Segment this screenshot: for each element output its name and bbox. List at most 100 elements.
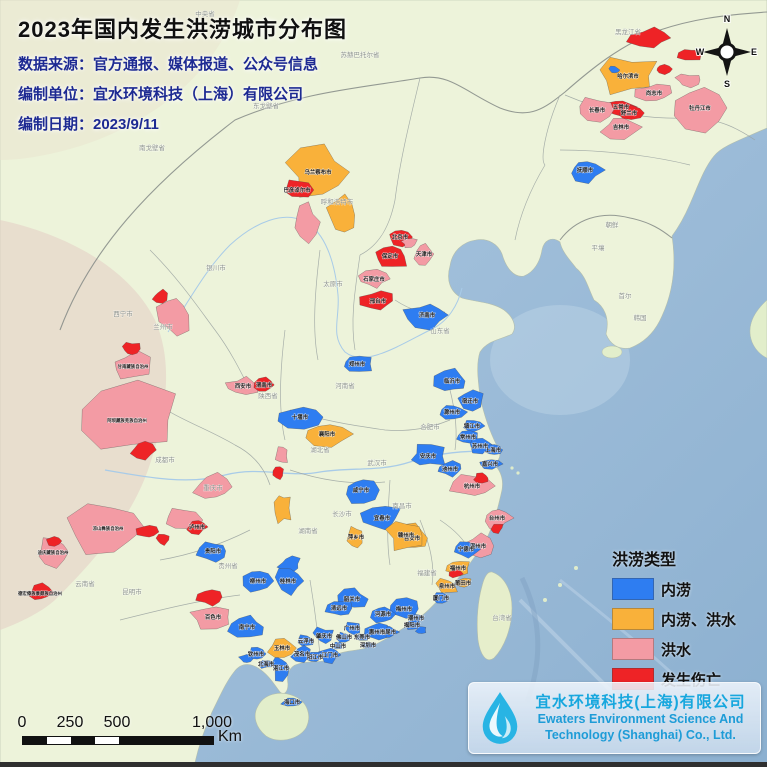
city-region-临沂市[interactable] bbox=[433, 367, 466, 391]
city-region-揭阳市[interactable] bbox=[406, 619, 420, 630]
city-region-保定市[interactable] bbox=[375, 245, 408, 267]
city-region-济南市[interactable] bbox=[402, 303, 449, 331]
city-region-柳州市[interactable] bbox=[242, 571, 275, 593]
city-region-赣州市[interactable] bbox=[384, 521, 423, 552]
city-region[interactable] bbox=[473, 472, 489, 484]
city-region-襄阳市[interactable] bbox=[305, 424, 355, 448]
city-region[interactable] bbox=[135, 525, 160, 538]
city-region-南宁市[interactable] bbox=[227, 614, 264, 638]
city-region-德宏傣族景颇族自治州[interactable] bbox=[28, 582, 55, 600]
city-region-邢台市[interactable] bbox=[359, 290, 393, 311]
city-label: 襄阳市 bbox=[318, 430, 336, 438]
city-region-泉州市[interactable] bbox=[435, 577, 458, 593]
city-region-肇庆市[interactable] bbox=[312, 626, 334, 644]
city-region-深圳市[interactable] bbox=[361, 641, 377, 649]
city-region[interactable] bbox=[273, 495, 292, 525]
city-region[interactable] bbox=[608, 65, 621, 74]
basemap-label: 太原市 bbox=[323, 279, 343, 288]
hainan-island bbox=[254, 693, 309, 741]
city-region-北海市[interactable] bbox=[258, 660, 273, 669]
city-region[interactable] bbox=[121, 341, 141, 356]
city-region-西安市[interactable] bbox=[224, 375, 259, 395]
city-region-湛江市[interactable] bbox=[271, 656, 290, 682]
scale-tick: 250 bbox=[56, 714, 84, 731]
city-region-上海市[interactable] bbox=[484, 444, 504, 455]
city-region-清远市[interactable] bbox=[324, 600, 353, 616]
city-region[interactable] bbox=[237, 654, 254, 663]
city-region-池州市[interactable] bbox=[437, 460, 462, 478]
city-region-十堰市[interactable] bbox=[277, 406, 324, 430]
city-label: 北京市 bbox=[392, 233, 409, 241]
city-region[interactable] bbox=[676, 49, 702, 61]
city-region-镇江市[interactable] bbox=[463, 420, 486, 433]
jeju-island bbox=[601, 345, 623, 359]
city-region-莆田市[interactable] bbox=[455, 577, 472, 588]
city-region-云浮市[interactable] bbox=[297, 634, 315, 646]
city-region-牡丹江市[interactable] bbox=[673, 87, 728, 134]
city-region[interactable] bbox=[490, 523, 504, 534]
city-region-佛山市[interactable] bbox=[336, 631, 350, 643]
city-region-滁州市[interactable] bbox=[439, 405, 469, 420]
city-region[interactable] bbox=[294, 201, 321, 245]
city-label: 清远市 bbox=[331, 604, 348, 612]
city-region[interactable] bbox=[625, 26, 672, 49]
city-region[interactable] bbox=[414, 626, 427, 634]
city-region-厦门市[interactable] bbox=[433, 592, 449, 604]
city-region-巴彦淖尔市[interactable] bbox=[286, 179, 315, 198]
city-region[interactable] bbox=[45, 536, 63, 547]
city-region-东莞市[interactable] bbox=[355, 633, 369, 641]
city-region[interactable] bbox=[272, 466, 284, 481]
city-region-宿迁市[interactable] bbox=[457, 389, 484, 412]
city-region[interactable] bbox=[129, 440, 157, 461]
city-region-石家庄市[interactable] bbox=[357, 269, 391, 289]
city-label: 厦门市 bbox=[433, 594, 450, 602]
city-region-萍乡市[interactable] bbox=[346, 525, 363, 549]
city-region[interactable] bbox=[400, 238, 418, 249]
city-region-泸州市[interactable] bbox=[186, 520, 209, 535]
city-region-甘南藏族自治州[interactable] bbox=[114, 350, 151, 380]
city-region-海口市[interactable] bbox=[280, 697, 303, 707]
city-region-广州市[interactable] bbox=[345, 621, 361, 636]
city-region-桂林市[interactable] bbox=[274, 567, 305, 597]
city-region-贵阳市[interactable] bbox=[195, 541, 226, 563]
city-region-安庆市[interactable] bbox=[410, 443, 446, 466]
city-region-长春市[interactable] bbox=[579, 97, 615, 123]
city-region[interactable] bbox=[325, 193, 355, 233]
city-region-凉山彝族自治州[interactable] bbox=[66, 503, 146, 555]
city-region-钦州市[interactable] bbox=[249, 646, 267, 660]
city-region-咸宁市[interactable] bbox=[346, 479, 380, 504]
city-label: 湛江市 bbox=[273, 664, 290, 672]
city-region[interactable] bbox=[192, 472, 233, 499]
city-region[interactable] bbox=[274, 446, 288, 463]
city-region[interactable] bbox=[656, 64, 673, 75]
city-region-宁德市[interactable] bbox=[453, 541, 482, 559]
city-region[interactable] bbox=[195, 589, 223, 607]
basemap-label: 重庆市 bbox=[203, 483, 223, 492]
city-region-中山市[interactable] bbox=[333, 641, 343, 650]
city-region-渭南市[interactable] bbox=[253, 376, 275, 392]
city-region-潮州市[interactable] bbox=[406, 613, 425, 622]
city-region[interactable] bbox=[155, 298, 190, 337]
city-region[interactable] bbox=[448, 568, 464, 579]
city-region-河源市[interactable] bbox=[370, 606, 397, 624]
city-label: 宜春市 bbox=[374, 514, 391, 522]
city-region[interactable] bbox=[674, 73, 701, 89]
city-region[interactable] bbox=[151, 288, 168, 304]
city-region-抚顺市[interactable] bbox=[571, 161, 606, 184]
city-region[interactable] bbox=[155, 533, 170, 546]
city-region-嘉兴市[interactable] bbox=[479, 459, 504, 470]
company-logo-box: 宜水环境科技(上海)有限公司 Ewaters Environment Scien… bbox=[468, 682, 761, 754]
city-region-玉林市[interactable] bbox=[266, 638, 297, 658]
city-region-天津市[interactable] bbox=[413, 242, 435, 266]
city-label: 宿迁市 bbox=[462, 397, 479, 405]
city-region-舒兰市[interactable] bbox=[618, 105, 645, 120]
city-region-吉林市[interactable] bbox=[599, 117, 643, 140]
city-region-惠州市[interactable] bbox=[363, 622, 388, 641]
city-region-尚志市[interactable] bbox=[634, 83, 673, 102]
basemap-label: 朝鲜 bbox=[606, 220, 620, 229]
city-region-郑州市[interactable] bbox=[344, 355, 373, 372]
city-region-百色市[interactable] bbox=[189, 606, 230, 630]
city-region-茂名市[interactable] bbox=[290, 645, 311, 663]
